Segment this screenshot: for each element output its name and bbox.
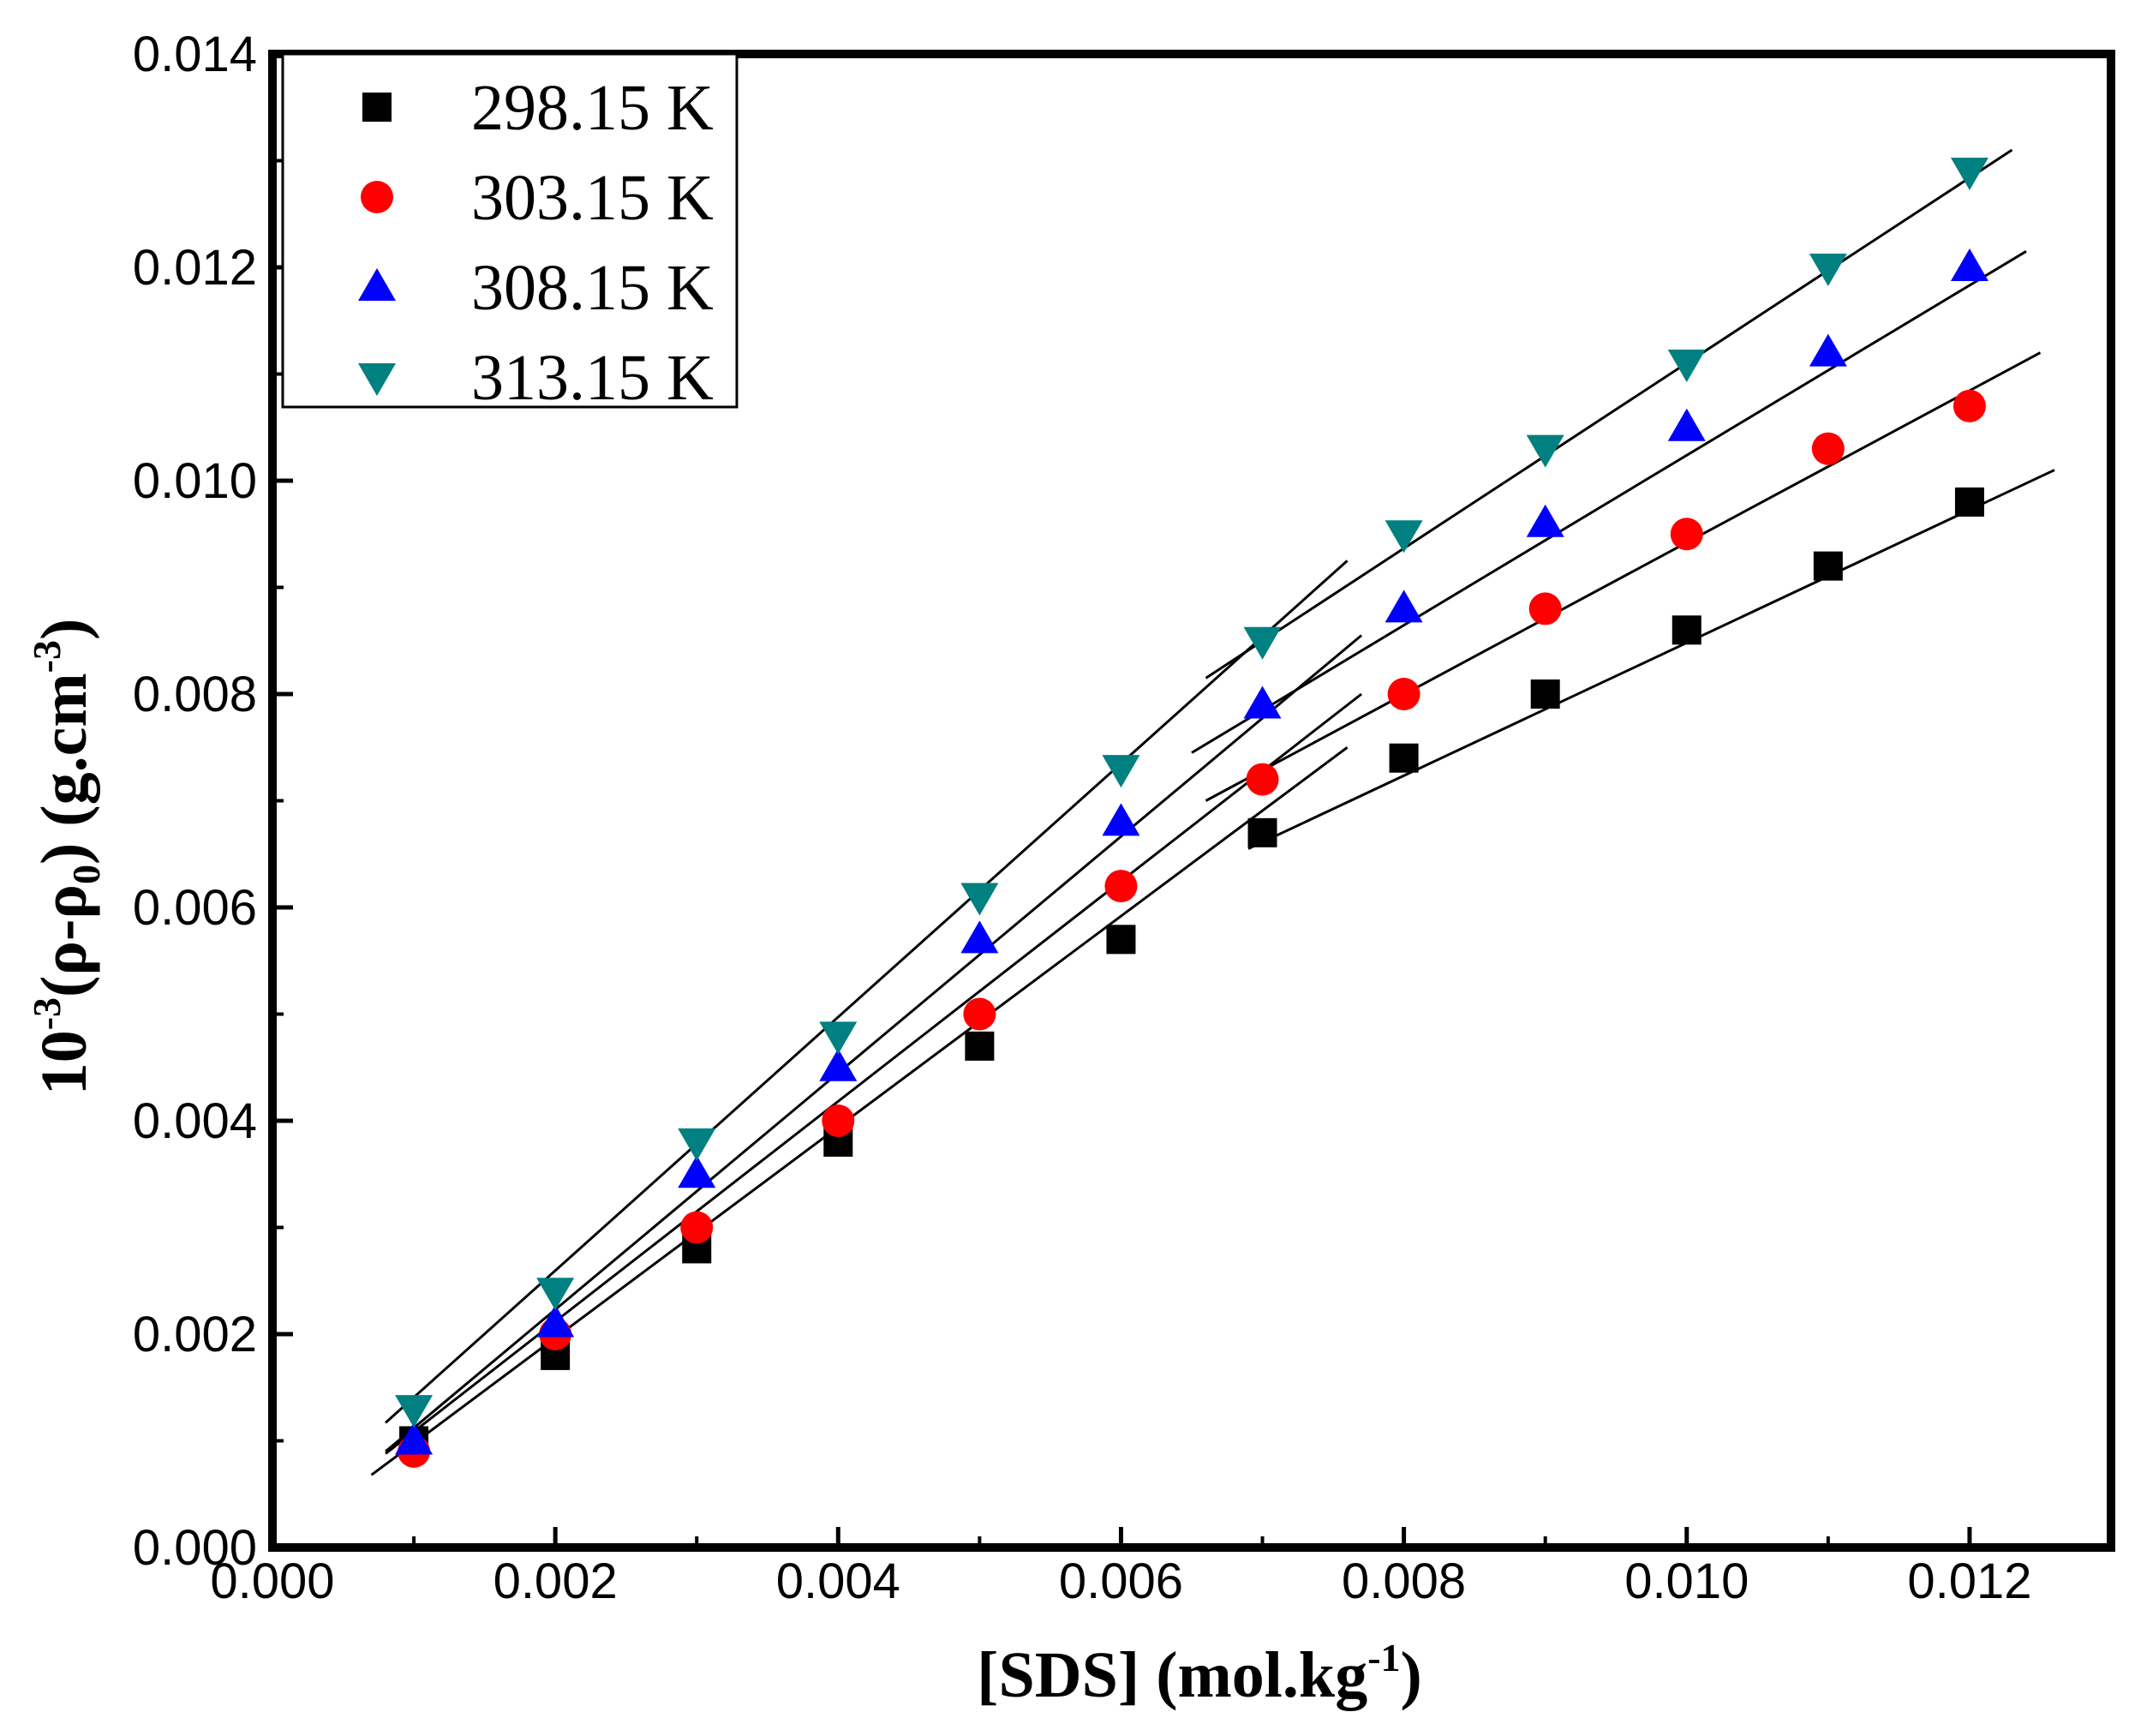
x-axis-title: [SDS] (mol.kg-1): [977, 1636, 1422, 1711]
data-point: [678, 1128, 716, 1161]
data-point: [1387, 678, 1420, 710]
fit-line: [1205, 351, 2042, 802]
data-point: [1811, 432, 1845, 465]
data-point: [1809, 333, 1847, 367]
data-markers: [395, 157, 1988, 1468]
legend-label: 298.15 K: [471, 72, 714, 144]
y-tick-label: 0.012: [133, 240, 257, 296]
fit-line: [1191, 250, 2027, 754]
axis-ticks: 0.000 0.002 0.004 0.006 0.008 0.010 0.012 0.000…: [133, 27, 2032, 1609]
fit-line: [1205, 148, 2013, 679]
x-tick-label: 0.004: [776, 1553, 900, 1609]
legend-marker: [361, 181, 393, 213]
y-tick-label: 0.008: [133, 667, 257, 722]
plot-frame: [268, 50, 2115, 1552]
legend-label: 308.15 K: [471, 252, 714, 324]
data-point: [1670, 518, 1703, 551]
data-point: [395, 1395, 434, 1428]
x-tick-label: 0.008: [1342, 1553, 1466, 1609]
fit-line: [385, 634, 1363, 1453]
data-point: [536, 1304, 575, 1338]
x-tick-label: 0.006: [1059, 1553, 1183, 1609]
x-tick-label: 0.002: [493, 1553, 618, 1609]
y-tick-label: 0.004: [133, 1093, 257, 1149]
data-point: [1809, 254, 1847, 286]
y-axis-title: 10-3(ρ-ρ0) (g.cm-3): [25, 619, 108, 1096]
data-point: [822, 1104, 855, 1137]
y-tick-label: 0.002: [133, 1307, 257, 1362]
data-point: [1389, 743, 1419, 773]
legend: 298.15 K 303.15 K 308.15 K 313.15 K: [281, 52, 739, 414]
y-tick-label: 0.014: [133, 27, 257, 82]
data-point: [1104, 870, 1138, 903]
legend-label: 303.15 K: [471, 162, 714, 234]
legend-marker: [358, 363, 396, 396]
fit-line: [1247, 469, 2055, 850]
data-point: [960, 920, 999, 954]
legend-label: 313.15 K: [471, 342, 714, 414]
data-point: [1667, 408, 1706, 441]
y-tick-label: 0.010: [133, 453, 257, 509]
data-point: [395, 1422, 434, 1455]
data-point: [819, 1021, 858, 1055]
data-point: [1243, 685, 1282, 719]
data-point: [1667, 350, 1706, 383]
data-point: [1384, 590, 1423, 623]
data-point: [1106, 925, 1136, 955]
data-point: [1102, 755, 1140, 788]
data-point: [680, 1211, 714, 1244]
x-tick-label: 0.000: [210, 1553, 334, 1609]
x-tick-label: 0.010: [1624, 1553, 1749, 1609]
data-point: [1526, 434, 1564, 468]
data-point: [678, 1155, 716, 1188]
data-point: [1672, 615, 1701, 645]
data-point: [965, 1031, 995, 1061]
data-point: [1528, 592, 1562, 626]
data-point: [819, 1048, 858, 1081]
data-point: [1102, 803, 1140, 836]
data-point: [1954, 487, 1984, 517]
data-point: [1950, 248, 1988, 281]
data-point: [1384, 520, 1423, 554]
data-point: [1526, 504, 1564, 537]
data-point: [963, 997, 996, 1031]
data-point: [1950, 157, 1988, 190]
fit-line: [385, 692, 1363, 1455]
data-point: [1813, 551, 1843, 581]
data-point: [536, 1278, 575, 1311]
y-tick-label: 0.006: [133, 880, 257, 936]
data-point: [1953, 389, 1986, 422]
data-point: [960, 883, 999, 916]
legend-marker: [362, 93, 392, 122]
fit-line: [385, 560, 1349, 1424]
data-point: [1247, 817, 1277, 847]
data-point: [1243, 626, 1282, 660]
x-tick-label: 0.012: [1907, 1553, 2031, 1609]
data-point: [1246, 763, 1279, 796]
y-tick-label: 0.000: [133, 1520, 257, 1576]
data-point: [1530, 679, 1560, 709]
fit-line: [370, 746, 1349, 1476]
legend-marker: [358, 268, 396, 301]
legend-box: [281, 52, 739, 409]
